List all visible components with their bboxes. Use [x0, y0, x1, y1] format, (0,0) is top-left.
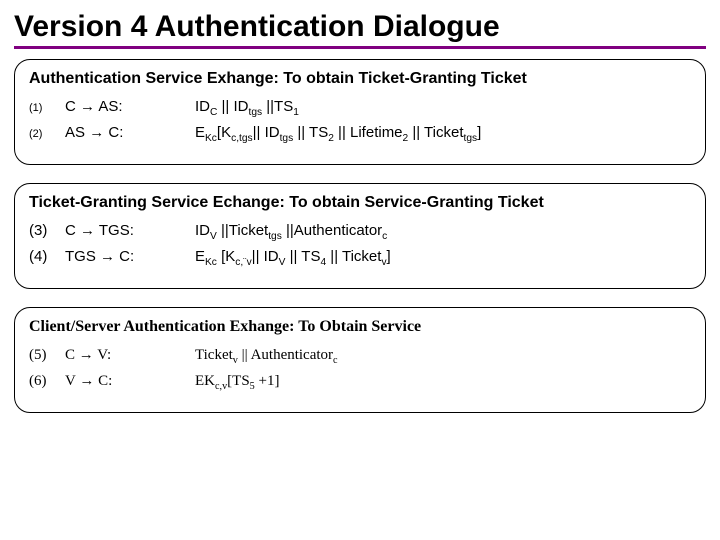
- protocol-box: Client/Server Authentication Exhange: To…: [14, 307, 706, 413]
- step-number: (4): [29, 248, 65, 265]
- step-number: (2): [29, 128, 65, 140]
- step-number: (1): [29, 102, 65, 114]
- protocol-step: (3)C → TGS:IDV ||Tickettgs ||Authenticat…: [29, 222, 691, 242]
- content-area: Authentication Service Exhange: To obtai…: [14, 59, 706, 413]
- step-message: Ticketv || Authenticatorc: [195, 347, 691, 366]
- protocol-step: (6)V → C: EKc,v[TS5 +1]: [29, 372, 691, 392]
- protocol-step: (5)C → V:Ticketv || Authenticatorc: [29, 346, 691, 366]
- box-heading: Client/Server Authentication Exhange: To…: [29, 318, 691, 336]
- step-parties: TGS → C:: [65, 248, 195, 265]
- step-number: (6): [29, 373, 65, 390]
- protocol-box: Authentication Service Exhange: To obtai…: [14, 59, 706, 165]
- protocol-step: (2)AS → C:EKc[Kc,tgs|| IDtgs || TS2 || L…: [29, 124, 691, 144]
- protocol-step: (1)C → AS:IDC || IDtgs ||TS1: [29, 98, 691, 118]
- step-message: IDV ||Tickettgs ||Authenticatorc: [195, 222, 691, 242]
- step-number: (3): [29, 222, 65, 239]
- step-message: EKc [Kc,¨v|| IDV || TS4 || Ticketv]: [195, 248, 691, 268]
- step-parties: AS → C:: [65, 124, 195, 141]
- step-parties: C → AS:: [65, 98, 195, 115]
- step-parties: C → V:: [65, 346, 195, 364]
- box-heading: Ticket-Granting Service Echange: To obta…: [29, 194, 691, 212]
- slide-title: Version 4 Authentication Dialogue: [14, 10, 706, 49]
- step-message: EKc[Kc,tgs|| IDtgs || TS2 || Lifetime2 |…: [195, 124, 691, 144]
- box-heading: Authentication Service Exhange: To obtai…: [29, 70, 691, 88]
- slide: Version 4 Authentication Dialogue Authen…: [0, 0, 720, 451]
- step-message: EKc,v[TS5 +1]: [195, 373, 691, 392]
- step-number: (5): [29, 347, 65, 364]
- step-parties: C → TGS:: [65, 222, 195, 239]
- protocol-box: Ticket-Granting Service Echange: To obta…: [14, 183, 706, 289]
- protocol-step: (4) TGS → C:EKc [Kc,¨v|| IDV || TS4 || T…: [29, 248, 691, 268]
- step-parties: V → C:: [65, 372, 195, 390]
- step-message: IDC || IDtgs ||TS1: [195, 98, 691, 118]
